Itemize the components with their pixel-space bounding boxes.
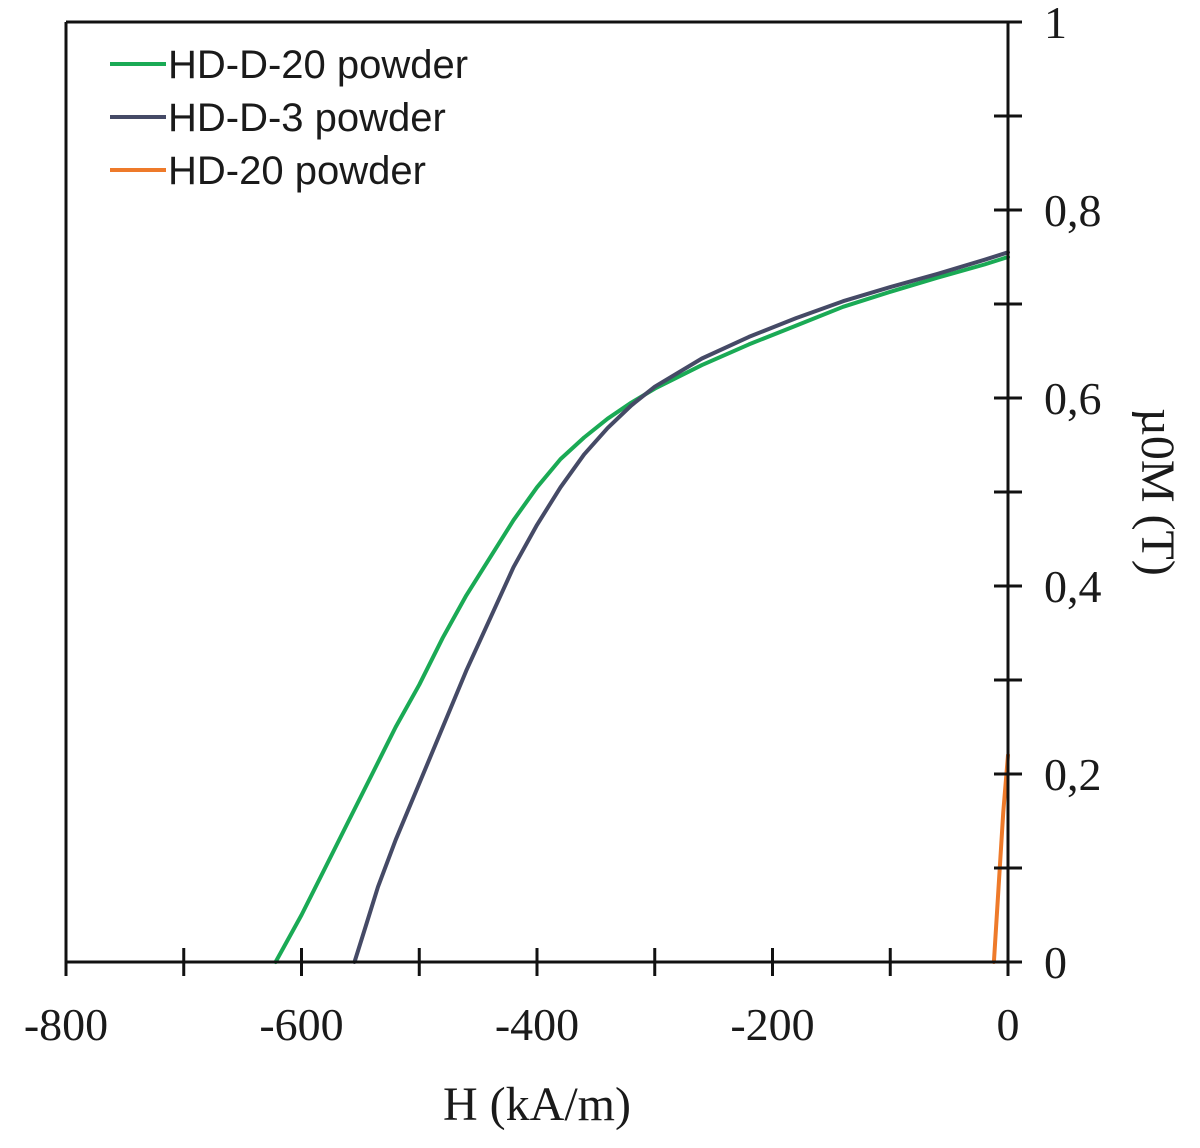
y-tick-label: 0,8 [1044, 185, 1102, 236]
legend-label-1: HD-D-20 powder [168, 43, 468, 87]
labels-layer: -800 -600 -400 -200 00 0,2 0,4 0,6 0,8 1 H (kA/m) µ… [24, 0, 1184, 1131]
y-tick-label: 0 [1044, 937, 1067, 988]
series-layer [273, 250, 1010, 964]
plot-frame [64, 20, 1008, 962]
series-line-2 [352, 250, 1010, 964]
x-tick-label: -200 [730, 999, 814, 1050]
series-line-1 [273, 255, 1010, 964]
x-tick-label: -800 [24, 999, 108, 1050]
legend-label-2: HD-D-3 powder [168, 96, 446, 140]
y-tick-label: 0,4 [1044, 561, 1102, 612]
x-tick-label: -400 [495, 999, 579, 1050]
legend-label-3: HD-20 powder [168, 149, 426, 193]
y-tick-label: 0,2 [1044, 749, 1102, 800]
y-tick-label: 1 [1044, 0, 1067, 48]
y-tick-label: 0,6 [1044, 373, 1102, 424]
x-tick-label: 0 [997, 999, 1020, 1050]
y-axis-title: µ0M (T) [1131, 408, 1184, 576]
x-tick-label: -600 [259, 999, 343, 1050]
series-line-3 [991, 753, 1010, 964]
x-axis-title: H (kA/m) [443, 1078, 631, 1131]
ticks-layer [64, 20, 1022, 976]
legend: HD-D-20 powder HD-D-3 powder HD-20 powder [110, 43, 468, 193]
